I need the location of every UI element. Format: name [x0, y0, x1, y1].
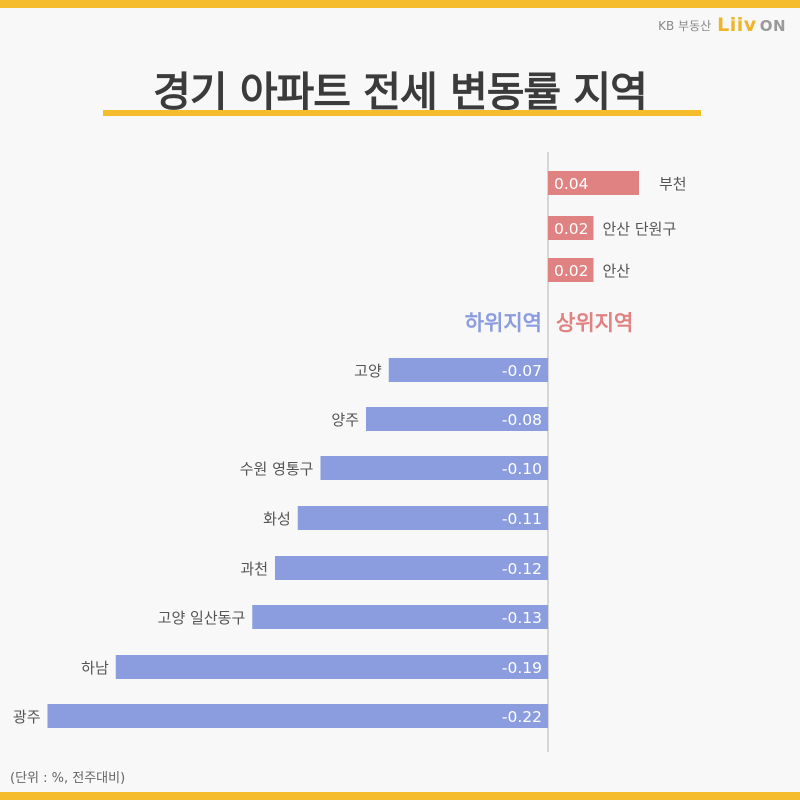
category-label-2: 안산 단원구 [603, 220, 677, 238]
bar-10 [115, 655, 548, 679]
liiv-logo-text: Liiv [717, 14, 757, 36]
category-label-5: 양주 [331, 411, 359, 429]
bar-4 [388, 358, 548, 382]
category-label-7: 화성 [263, 510, 291, 528]
value-label-5: -0.08 [502, 411, 542, 429]
title-wrap: 경기 아파트 전세 변동률 지역 [0, 58, 800, 124]
bar-7 [297, 506, 548, 530]
value-label-2: 0.02 [554, 220, 589, 238]
page-title: 경기 아파트 전세 변동률 지역 [153, 68, 648, 116]
brand-logo: KB 부동산 Liiv ON [658, 14, 786, 36]
value-label-10: -0.19 [502, 659, 542, 677]
category-label-9: 고양 일산동구 [158, 609, 246, 627]
bar-1 [548, 171, 639, 195]
group-label-upper: 상위지역 [556, 311, 633, 335]
value-label-9: -0.13 [502, 609, 542, 627]
value-label-7: -0.11 [502, 510, 542, 528]
category-label-10: 하남 [81, 659, 109, 677]
bar-3 [548, 258, 594, 282]
title-underline [103, 110, 701, 116]
category-label-3: 안산 [603, 262, 631, 280]
bar-2 [548, 216, 594, 240]
value-label-11: -0.22 [502, 708, 542, 726]
on-logo-text: ON [759, 17, 786, 35]
unit-note: (단위 : %, 전주대비) [10, 771, 126, 786]
bar-8 [275, 556, 548, 580]
value-label-8: -0.12 [502, 560, 542, 578]
value-label-3: 0.02 [554, 262, 589, 280]
value-label-4: -0.07 [502, 362, 542, 380]
bottom-accent-bar [0, 792, 800, 800]
top-accent-bar [0, 0, 800, 8]
bar-9 [252, 605, 548, 629]
group-label-lower: 하위지역 [465, 311, 542, 335]
category-label-11: 광주 [13, 708, 41, 726]
bar-11 [47, 704, 548, 728]
category-label-4: 고양 [354, 362, 382, 380]
category-label-1: 부천 [659, 175, 687, 193]
value-label-1: 0.04 [554, 175, 589, 193]
category-label-6: 수원 영통구 [240, 460, 314, 478]
bar-5 [366, 407, 548, 431]
liiv-on-logo: Liiv ON [717, 14, 786, 36]
brand-kb-text: KB 부동산 [658, 18, 712, 33]
bar-6 [320, 456, 548, 480]
category-label-8: 과천 [240, 560, 268, 578]
value-label-6: -0.10 [502, 460, 542, 478]
